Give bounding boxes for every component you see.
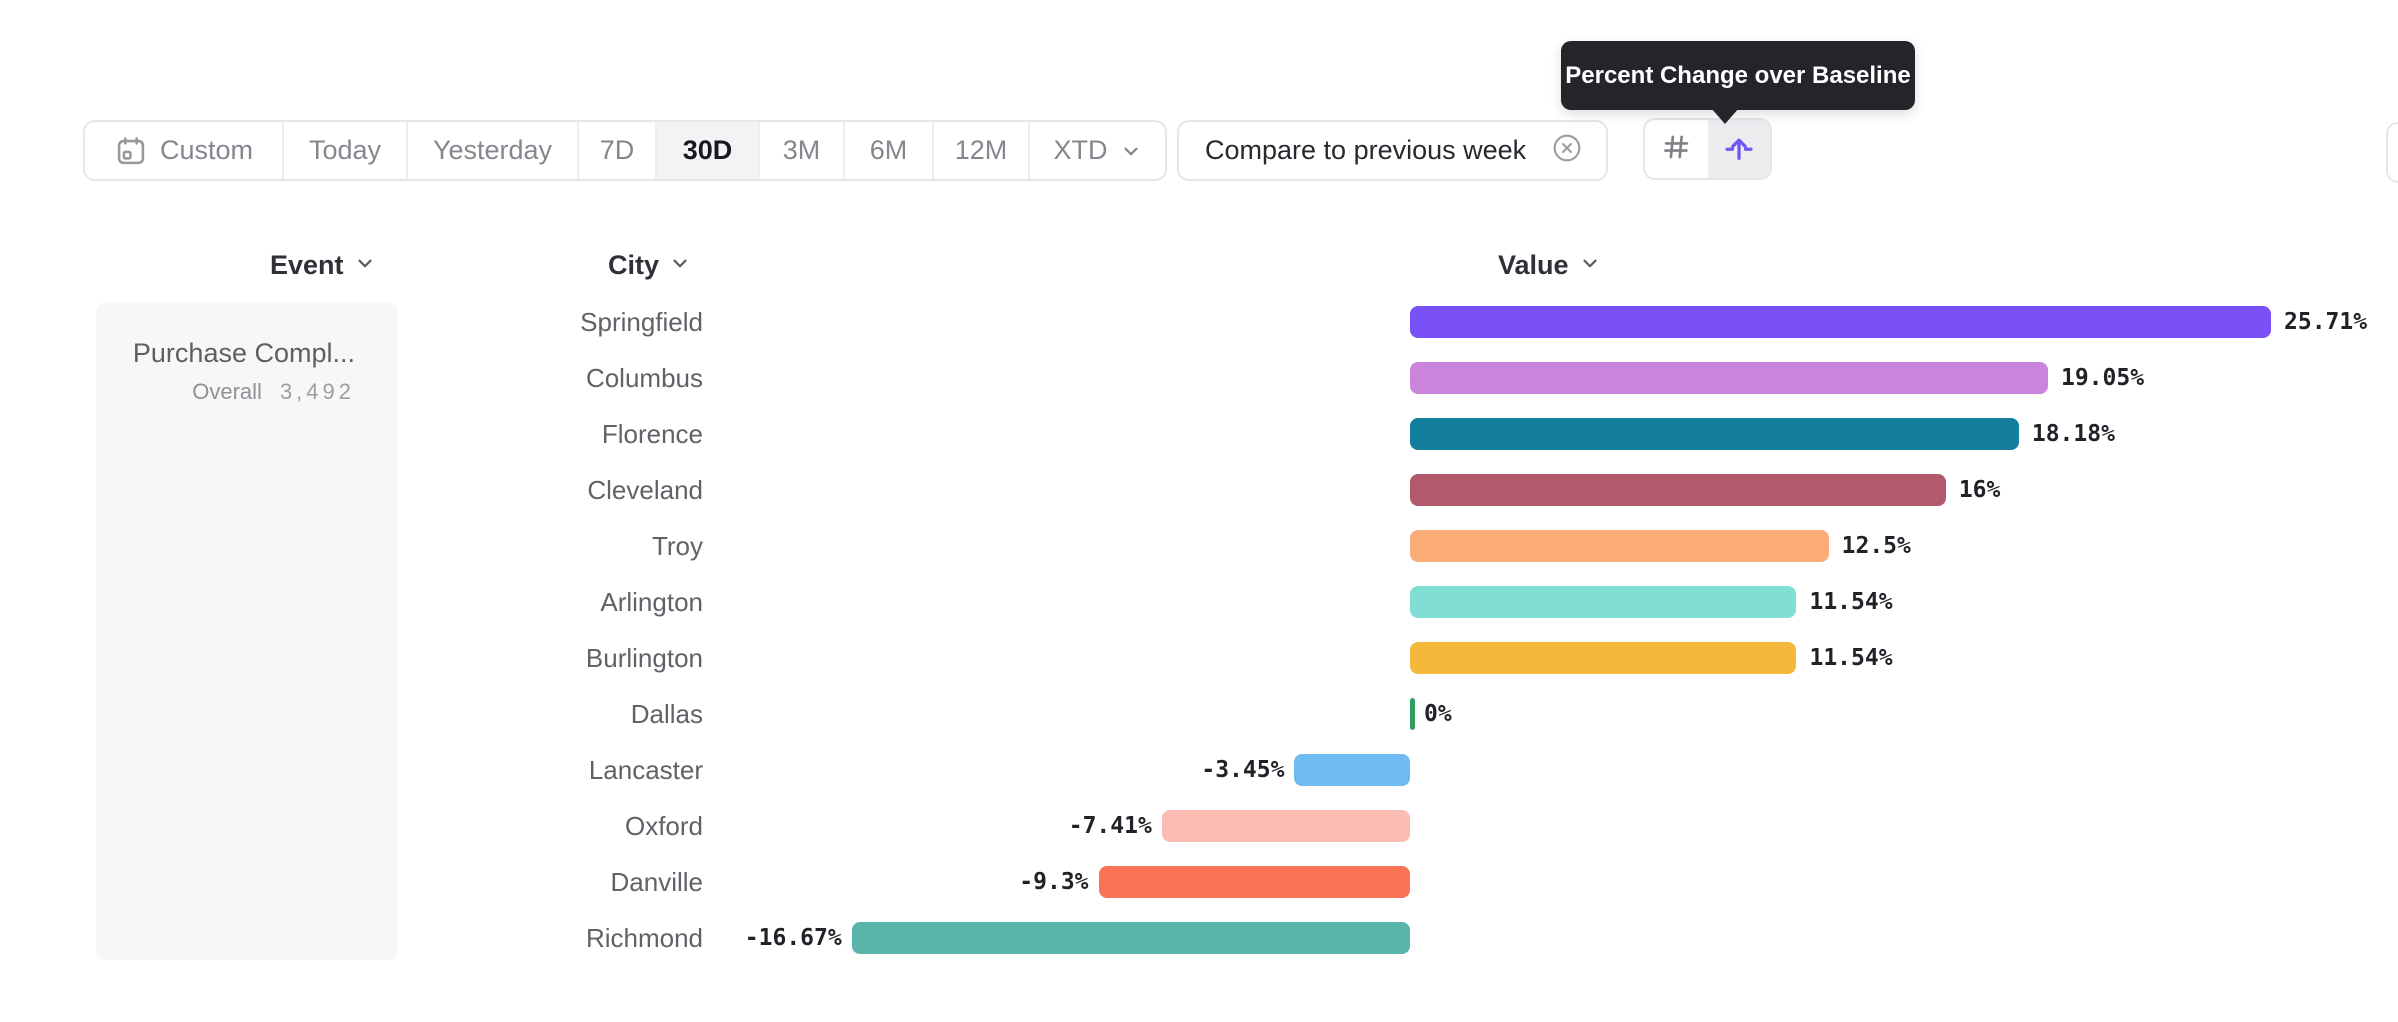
city-label-arlington: Arlington [600, 587, 703, 617]
city-label-dallas: Dallas [630, 699, 703, 729]
date-range-label: Yesterday [432, 135, 553, 165]
value-label-columbus: 19.05% [2060, 365, 2145, 391]
column-header-city[interactable]: City [608, 248, 691, 282]
chevron-down-icon [354, 250, 376, 281]
date-range-custom[interactable]: Custom [85, 122, 284, 179]
city-label-columbus: Columbus [585, 363, 703, 393]
value-label-cleveland: 16% [1958, 477, 2001, 503]
city-label-richmond: Richmond [585, 923, 703, 953]
bar-florence[interactable] [1410, 418, 2019, 450]
bar-burlington[interactable] [1410, 642, 1797, 674]
value-display-toggle [1643, 118, 1772, 180]
date-range-label: 30D [682, 135, 733, 165]
chevron-down-icon [1120, 140, 1142, 162]
date-range-control: Custom Today Yesterday 7D 30D 3M 6M 12M XTD [83, 120, 1167, 181]
column-header-value-label: Value [1498, 249, 1569, 280]
value-label-dallas: 0% [1424, 701, 1452, 727]
baseline-arrow-icon [1722, 130, 1756, 169]
tooltip-pointer [1711, 108, 1739, 124]
city-label-florence: Florence [601, 419, 703, 449]
city-label-danville: Danville [610, 867, 704, 897]
date-range-label: 12M [954, 135, 1008, 165]
date-range-7d[interactable]: 7D [579, 122, 657, 179]
date-range-label: XTD [1053, 135, 1108, 165]
city-label-cleveland: Cleveland [587, 475, 703, 505]
city-label-burlington: Burlington [585, 643, 703, 673]
column-header-event-label: Event [270, 249, 344, 280]
date-range-label: Custom [159, 135, 254, 165]
bar-cleveland[interactable] [1410, 474, 1946, 506]
value-label-burlington: 11.54% [1809, 645, 1893, 671]
tooltip-text: Percent Change over Baseline [1565, 61, 1911, 89]
metric-tooltip: Percent Change over Baseline [1561, 41, 1915, 124]
cutoff-button[interactable] [2386, 122, 2398, 183]
value-label-richmond: -16.67% [744, 925, 842, 951]
bar-springfield[interactable] [1410, 306, 2272, 338]
event-overall-value: 3,492 [279, 379, 355, 404]
chevron-down-icon [1579, 250, 1601, 281]
date-range-30d[interactable]: 30D [657, 122, 760, 179]
city-label-oxford: Oxford [624, 811, 703, 841]
compare-chip-label: Compare to previous week [1205, 135, 1527, 165]
bar-oxford[interactable] [1161, 810, 1410, 842]
date-range-12m[interactable]: 12M [934, 122, 1030, 179]
date-range-today[interactable]: Today [284, 122, 408, 179]
value-label-lancaster: -3.45% [1201, 757, 1285, 783]
date-range-6m[interactable]: 6M [845, 122, 934, 179]
bar-arlington[interactable] [1410, 586, 1797, 618]
city-label-troy: Troy [651, 531, 703, 561]
event-overall-label: Overall [192, 379, 262, 404]
date-range-3m[interactable]: 3M [760, 122, 845, 179]
value-label-springfield: 25.71% [2284, 309, 2368, 335]
city-label-springfield: Springfield [580, 307, 703, 337]
bar-troy[interactable] [1410, 530, 1829, 562]
date-range-label: 3M [782, 135, 821, 165]
bar-richmond[interactable] [851, 922, 1410, 954]
value-label-troy: 12.5% [1841, 533, 1911, 559]
hash-icon [1660, 131, 1692, 168]
number-view-button[interactable] [1645, 120, 1708, 178]
percent-change-view-button[interactable] [1707, 120, 1770, 178]
compare-chip[interactable]: Compare to previous week [1177, 120, 1608, 181]
date-range-label: Today [308, 135, 382, 165]
column-header-city-label: City [608, 249, 660, 280]
chevron-down-icon [669, 250, 691, 281]
city-label-lancaster: Lancaster [588, 755, 703, 785]
bar-danville[interactable] [1098, 866, 1410, 898]
value-label-arlington: 11.54% [1809, 589, 1893, 615]
column-header-event[interactable]: Event [270, 248, 376, 282]
bar-columbus[interactable] [1410, 362, 2048, 394]
value-label-danville: -9.3% [1019, 869, 1089, 895]
bar-dallas[interactable] [1410, 698, 1415, 730]
date-range-yesterday[interactable]: Yesterday [408, 122, 579, 179]
date-range-label: 6M [869, 135, 908, 165]
date-range-xtd[interactable]: XTD [1030, 122, 1165, 179]
date-range-label: 7D [599, 135, 635, 165]
event-card[interactable]: Purchase Compl... Overall 3,492 [96, 302, 398, 960]
value-label-florence: 18.18% [2031, 421, 2115, 447]
calendar-icon [114, 134, 148, 168]
value-label-oxford: -7.41% [1068, 813, 1152, 839]
close-circle-icon[interactable] [1550, 131, 1584, 170]
column-header-value[interactable]: Value [1498, 248, 1601, 282]
bar-lancaster[interactable] [1294, 754, 1410, 786]
event-title: Purchase Compl... [132, 338, 355, 368]
